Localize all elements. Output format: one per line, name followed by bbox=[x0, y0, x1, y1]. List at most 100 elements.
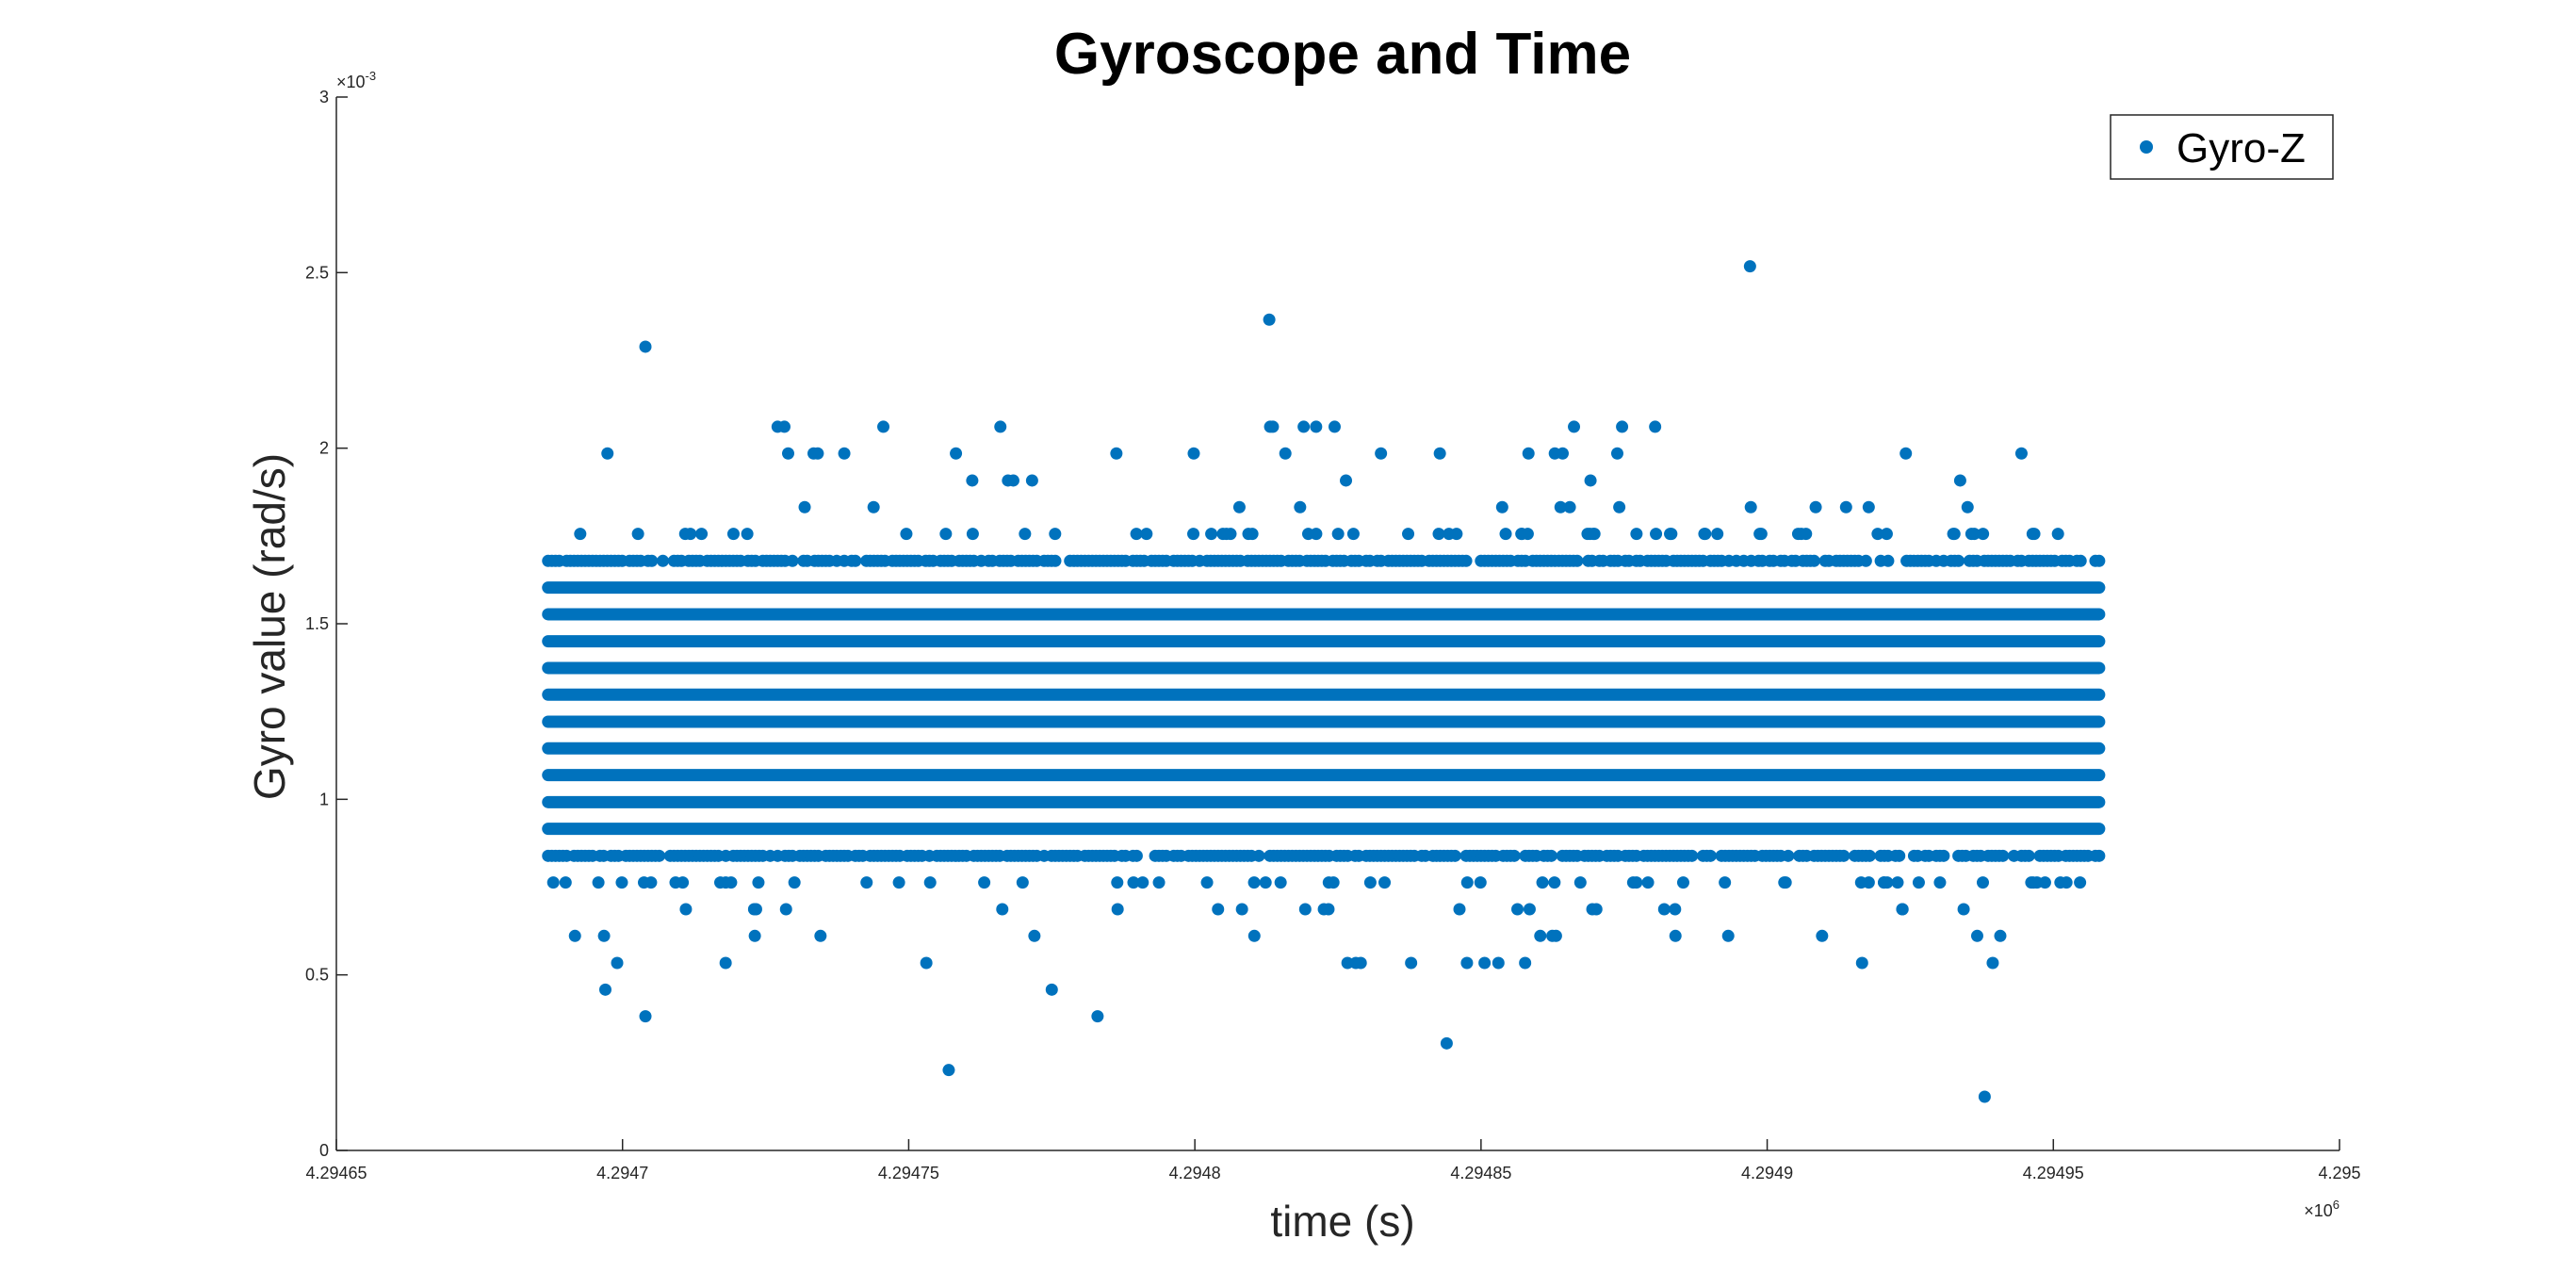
data-point bbox=[1837, 849, 1850, 862]
data-point bbox=[1310, 420, 1323, 433]
data-point bbox=[726, 528, 740, 541]
data-point bbox=[1474, 876, 1487, 889]
data-point bbox=[1912, 876, 1925, 889]
y-tick-label: 1 bbox=[319, 790, 329, 808]
data-point bbox=[714, 876, 727, 889]
data-point bbox=[1523, 903, 1536, 916]
y-tick-label: 2 bbox=[319, 439, 329, 458]
data-point bbox=[1863, 849, 1876, 862]
data-point bbox=[1297, 420, 1311, 433]
data-point bbox=[1554, 500, 1567, 514]
data-point bbox=[1976, 876, 1989, 889]
data-point bbox=[1298, 903, 1312, 916]
data-point bbox=[2014, 447, 2028, 460]
data-point bbox=[1252, 849, 1265, 862]
data-point bbox=[1933, 876, 1947, 889]
data-point-outlier bbox=[639, 1010, 652, 1023]
data-point bbox=[741, 528, 754, 541]
data-point bbox=[611, 956, 624, 970]
legend: Gyro-Z bbox=[2110, 114, 2334, 180]
data-point bbox=[1212, 903, 1225, 916]
data-point bbox=[1016, 876, 1029, 889]
data-point bbox=[1744, 500, 1757, 514]
data-point bbox=[1328, 420, 1341, 433]
data-point bbox=[994, 420, 1007, 433]
data-point bbox=[923, 876, 937, 889]
data-point bbox=[1953, 474, 1966, 487]
data-point bbox=[849, 554, 862, 567]
data-point bbox=[1331, 528, 1345, 541]
data-point bbox=[1544, 849, 1557, 862]
data-point bbox=[645, 554, 659, 567]
data-point bbox=[1405, 956, 1418, 970]
data-point bbox=[1711, 528, 1724, 541]
data-point bbox=[1546, 929, 1559, 942]
data-point bbox=[1816, 929, 1829, 942]
data-point bbox=[546, 876, 560, 889]
data-point bbox=[1310, 528, 1323, 541]
data-point bbox=[1111, 903, 1124, 916]
data-point bbox=[2060, 876, 2073, 889]
data-point bbox=[559, 876, 572, 889]
data-point bbox=[814, 929, 827, 942]
data-point bbox=[1994, 929, 2007, 942]
data-point bbox=[1478, 956, 1492, 970]
data-point bbox=[1460, 876, 1474, 889]
data-point bbox=[1247, 929, 1261, 942]
data-point bbox=[966, 528, 979, 541]
data-point bbox=[601, 447, 614, 460]
data-point bbox=[1795, 528, 1808, 541]
data-point bbox=[1573, 876, 1587, 889]
data-point bbox=[1779, 876, 1792, 889]
data-point-outlier bbox=[1743, 260, 1756, 273]
data-point bbox=[2027, 876, 2040, 889]
data-point bbox=[1200, 876, 1214, 889]
data-point bbox=[1235, 903, 1248, 916]
data-point bbox=[1859, 554, 1872, 567]
data-point bbox=[1322, 876, 1335, 889]
data-points bbox=[542, 260, 2106, 1103]
data-point bbox=[1952, 554, 1965, 567]
data-point bbox=[1521, 528, 1534, 541]
data-point bbox=[978, 876, 991, 889]
data-point bbox=[1187, 528, 1200, 541]
data-point bbox=[996, 903, 1009, 916]
data-point bbox=[2028, 528, 2041, 541]
data-point bbox=[568, 929, 581, 942]
legend-marker bbox=[2140, 140, 2153, 154]
data-point-outlier bbox=[1263, 313, 1276, 326]
y-axis-label: Gyro value (rad/s) bbox=[245, 453, 294, 800]
data-point bbox=[1402, 528, 1415, 541]
data-point bbox=[1704, 849, 1717, 862]
x-tick-label: 4.2947 bbox=[596, 1164, 648, 1182]
data-point bbox=[1453, 903, 1466, 916]
data-point bbox=[1556, 447, 1569, 460]
data-point bbox=[1937, 849, 1950, 862]
data-point bbox=[1522, 447, 1535, 460]
data-point-outlier bbox=[1091, 1010, 1104, 1023]
x-tick-label: 4.29465 bbox=[305, 1164, 367, 1182]
data-point bbox=[1019, 528, 1032, 541]
data-point-outlier bbox=[1440, 1036, 1453, 1050]
x-axis-exponent-power: 6 bbox=[2333, 1198, 2340, 1212]
data-point-outlier bbox=[942, 1064, 955, 1077]
data-point bbox=[1448, 849, 1461, 862]
data-point bbox=[867, 500, 880, 514]
data-point bbox=[748, 929, 761, 942]
data-point bbox=[1340, 474, 1353, 487]
data-point bbox=[2074, 876, 2087, 889]
data-point bbox=[892, 876, 905, 889]
data-point bbox=[1294, 500, 1307, 514]
data-point bbox=[950, 447, 963, 460]
data-point-outlier bbox=[598, 983, 611, 996]
data-point bbox=[1948, 528, 1961, 541]
data-point bbox=[1495, 500, 1508, 514]
x-tick-label: 4.2948 bbox=[1169, 1164, 1221, 1182]
data-point bbox=[1880, 528, 1893, 541]
data-point bbox=[1657, 903, 1671, 916]
data-point bbox=[939, 528, 953, 541]
data-point bbox=[1893, 849, 1906, 862]
data-point bbox=[1782, 849, 1795, 862]
data-point bbox=[1460, 956, 1474, 970]
y-tick-label: 1.5 bbox=[305, 614, 329, 633]
